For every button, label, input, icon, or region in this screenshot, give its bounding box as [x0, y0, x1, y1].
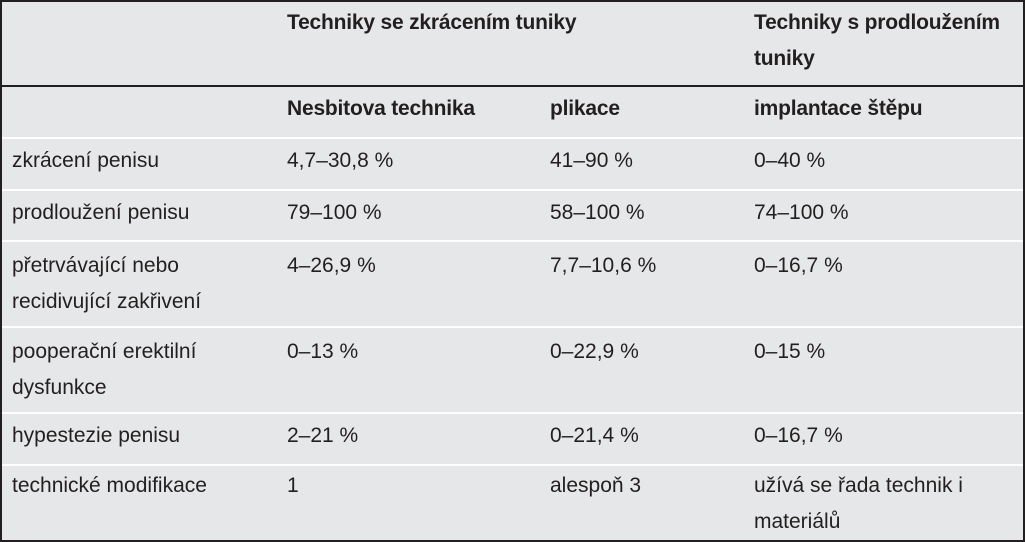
cell-plication: 0–21,4 %	[538, 413, 742, 466]
cell-plication: 41–90 %	[538, 138, 742, 191]
header-group-shortening: Techniky se zkrácením tuniky	[275, 2, 742, 87]
table-row: technické modifikace 1 alespoň 3 užívá s…	[2, 465, 1023, 540]
header-row-groups: Techniky se zkrácením tuniky Techniky s …	[2, 2, 1023, 87]
cell-graft: 0–16,7 %	[742, 241, 1023, 328]
table-row: přetrvávající nebo recidivující zakřiven…	[2, 241, 1023, 328]
row-label: zkrácení penisu	[2, 138, 275, 191]
header-empty-cell	[2, 86, 275, 139]
cell-graft: 0–40 %	[742, 138, 1023, 191]
cell-plication: 0–22,9 %	[538, 327, 742, 414]
header-col-plication: plikace	[538, 86, 742, 139]
cell-plication: alespoň 3	[550, 474, 642, 497]
cell-graft: 74–100 %	[742, 190, 1023, 242]
row-label: hypestezie penisu	[2, 413, 275, 466]
cell-graft: užívá se řada technik i materiálů	[754, 474, 963, 533]
cell-plication: 58–100 %	[538, 190, 742, 242]
cell-graft: 0–15 %	[742, 327, 1023, 414]
cell-nesbit: 79–100 %	[275, 190, 538, 242]
cell-graft: 0–16,7 %	[742, 413, 1023, 466]
table-row: pooperační erektilní dysfunkce 0–13 % 0–…	[2, 327, 1023, 414]
cell-nesbit: 4,7–30,8 %	[275, 138, 538, 191]
row-label: pooperační erektilní dysfunkce	[2, 327, 275, 414]
cell-nesbit: 0–13 %	[275, 327, 538, 414]
row-label: prodloužení penisu	[2, 190, 275, 242]
cell-nesbit: 2–21 %	[275, 413, 538, 466]
cell-nesbit: 1	[287, 474, 299, 497]
cell-nesbit: 4–26,9 %	[275, 241, 538, 328]
table-row: prodloužení penisu 79–100 % 58–100 % 74–…	[2, 190, 1023, 242]
header-col-graft: implantace štěpu	[742, 86, 1023, 139]
row-label: přetrvávající nebo recidivující zakřiven…	[2, 241, 275, 328]
table-row: hypestezie penisu 2–21 % 0–21,4 % 0–16,7…	[2, 413, 1023, 466]
cell-plication: 7,7–10,6 %	[538, 241, 742, 328]
row-label: technické modifikace	[12, 474, 207, 497]
table-row: zkrácení penisu 4,7–30,8 % 41–90 % 0–40 …	[2, 138, 1023, 191]
header-group-lengthening: Techniky s prodloužením tuniky	[742, 2, 1023, 87]
header-col-nesbit: Nesbitova technika	[275, 86, 538, 139]
header-row-techniques: Nesbitova technika plikace implantace št…	[2, 86, 1023, 139]
header-empty-cell	[2, 2, 275, 87]
